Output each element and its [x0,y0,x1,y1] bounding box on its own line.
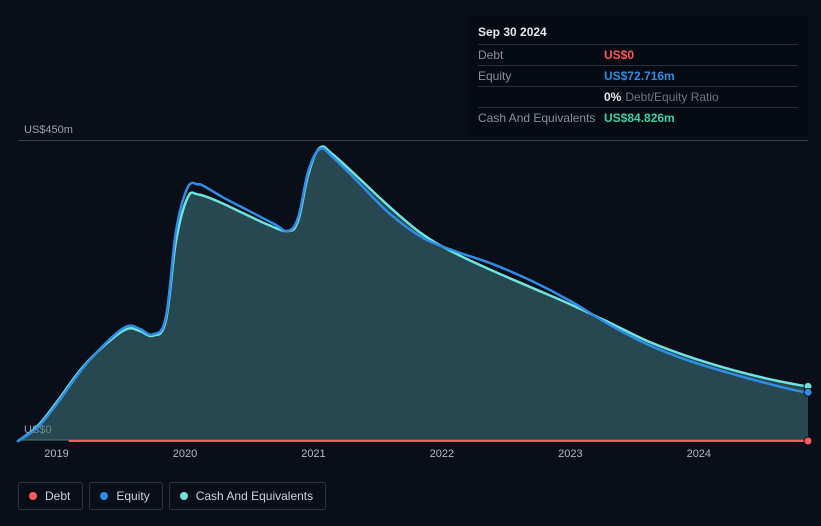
legend-dot-icon [180,492,188,500]
tooltip-row-value: US$84.826m [604,111,798,125]
chart-plot-area[interactable] [18,140,808,440]
tooltip-row: EquityUS$72.716m [478,65,798,86]
tooltip-row: Cash And EquivalentsUS$84.826m [478,107,798,128]
x-axis-tick-label: 2024 [687,448,711,460]
legend-item[interactable]: Equity [89,482,162,510]
chart-legend: Debt Equity Cash And Equivalents [18,482,326,510]
legend-dot-icon [29,492,37,500]
tooltip-row-label: Debt [478,48,604,62]
legend-label: Equity [116,489,149,503]
tooltip-row-value: US$0 [604,48,798,62]
legend-item[interactable]: Cash And Equivalents [169,482,326,510]
tooltip-date: Sep 30 2024 [478,22,798,44]
legend-label: Cash And Equivalents [196,489,313,503]
series-end-marker-icon [804,437,812,445]
tooltip-row-value: 0%Debt/Equity Ratio [604,90,798,104]
legend-label: Debt [45,489,70,503]
tooltip-row-label [478,90,604,104]
tooltip-row-label: Cash And Equivalents [478,111,604,125]
tooltip-row-value: US$72.716m [604,69,798,83]
x-axis-tick-label: 2019 [44,448,68,460]
y-axis-max-label: US$450m [24,124,73,136]
tooltip-row: DebtUS$0 [478,44,798,65]
tooltip-row-subtext: Debt/Equity Ratio [625,90,718,104]
series-area [18,146,808,441]
x-axis-tick-label: 2023 [558,448,582,460]
tooltip-row: 0%Debt/Equity Ratio [478,86,798,107]
tooltip-row-label: Equity [478,69,604,83]
series-end-marker-icon [804,388,812,396]
x-axis-tick-label: 2022 [430,448,454,460]
x-axis: 2019 2020 2021 2022 2023 2024 [18,448,808,468]
legend-dot-icon [100,492,108,500]
x-axis-tick-label: 2021 [301,448,325,460]
chart-tooltip: Sep 30 2024 DebtUS$0EquityUS$72.716m0%De… [468,16,808,136]
legend-item[interactable]: Debt [18,482,83,510]
x-axis-tick-label: 2020 [173,448,197,460]
